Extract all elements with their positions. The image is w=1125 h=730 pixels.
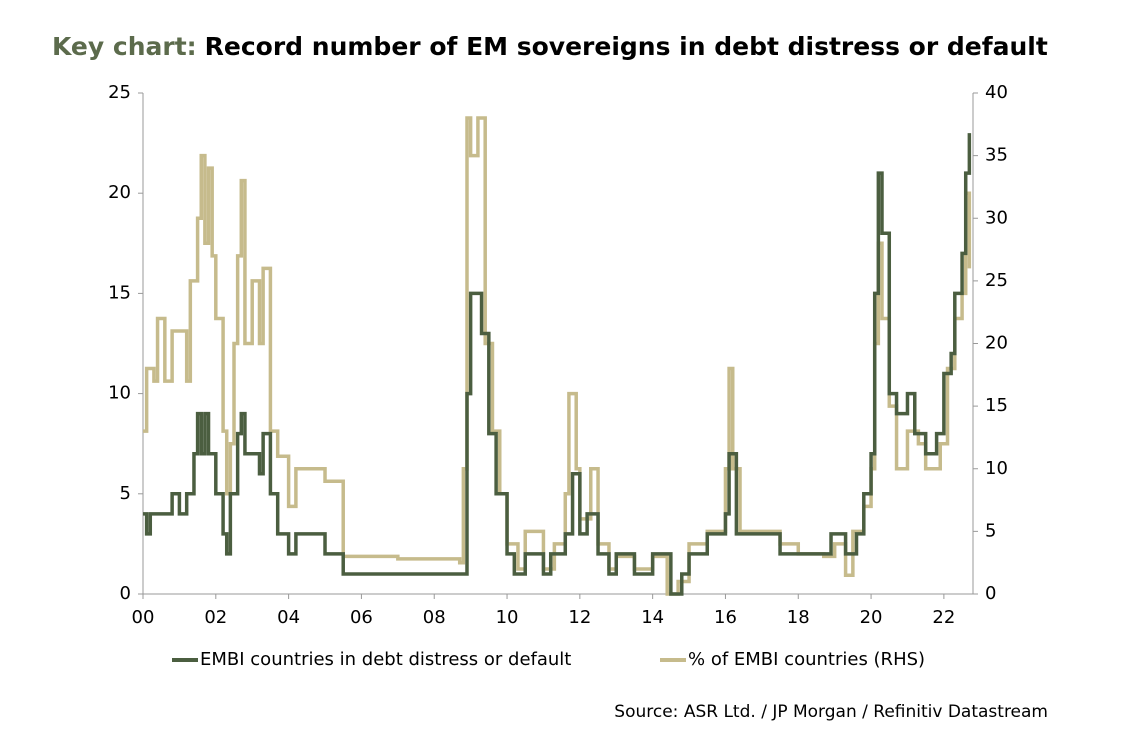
y-tick-label: 15 [108, 282, 131, 303]
y-tick-label: 10 [108, 383, 131, 404]
series-line [143, 116, 972, 596]
x-tick-label: 04 [277, 607, 300, 628]
y-tick-label: 5 [120, 483, 131, 504]
x-tick-label: 16 [714, 607, 737, 628]
chart-title: Key chart: Record number of EM sovereigns… [52, 32, 1048, 61]
x-tick-label: 08 [423, 607, 446, 628]
y-tick-label: 20 [108, 182, 131, 203]
title-text: Record number of EM sovereigns in debt d… [205, 32, 1048, 61]
y-tick-label: 25 [108, 82, 131, 103]
x-tick-label: 00 [132, 607, 155, 628]
x-tick-label: 20 [860, 607, 883, 628]
series-line [143, 133, 972, 596]
y-tick-label: 0 [120, 583, 131, 604]
y2-tick-label: 35 [985, 145, 1008, 166]
x-tick-label: 22 [932, 607, 955, 628]
x-tick-label: 10 [496, 607, 519, 628]
y2-tick-label: 5 [985, 520, 996, 541]
source: Source: ASR Ltd. / JP Morgan / Refinitiv… [614, 702, 1048, 722]
x-tick-label: 18 [787, 607, 810, 628]
x-tick-label: 06 [350, 607, 373, 628]
x-tick-label: 14 [641, 607, 664, 628]
x-tick-label: 12 [568, 607, 591, 628]
y2-tick-label: 25 [985, 270, 1008, 291]
y2-tick-label: 15 [985, 395, 1008, 416]
y2-tick-label: 0 [985, 583, 996, 604]
y2-tick-label: 10 [985, 458, 1008, 479]
title-prefix: Key chart: [52, 32, 197, 61]
legend-label: % of EMBI countries (RHS) [688, 649, 925, 670]
x-tick-label: 02 [204, 607, 227, 628]
y2-tick-label: 20 [985, 333, 1008, 354]
y2-tick-label: 30 [985, 207, 1008, 228]
y2-tick-label: 40 [985, 82, 1008, 103]
legend-label: EMBI countries in debt distress or defau… [200, 649, 571, 670]
